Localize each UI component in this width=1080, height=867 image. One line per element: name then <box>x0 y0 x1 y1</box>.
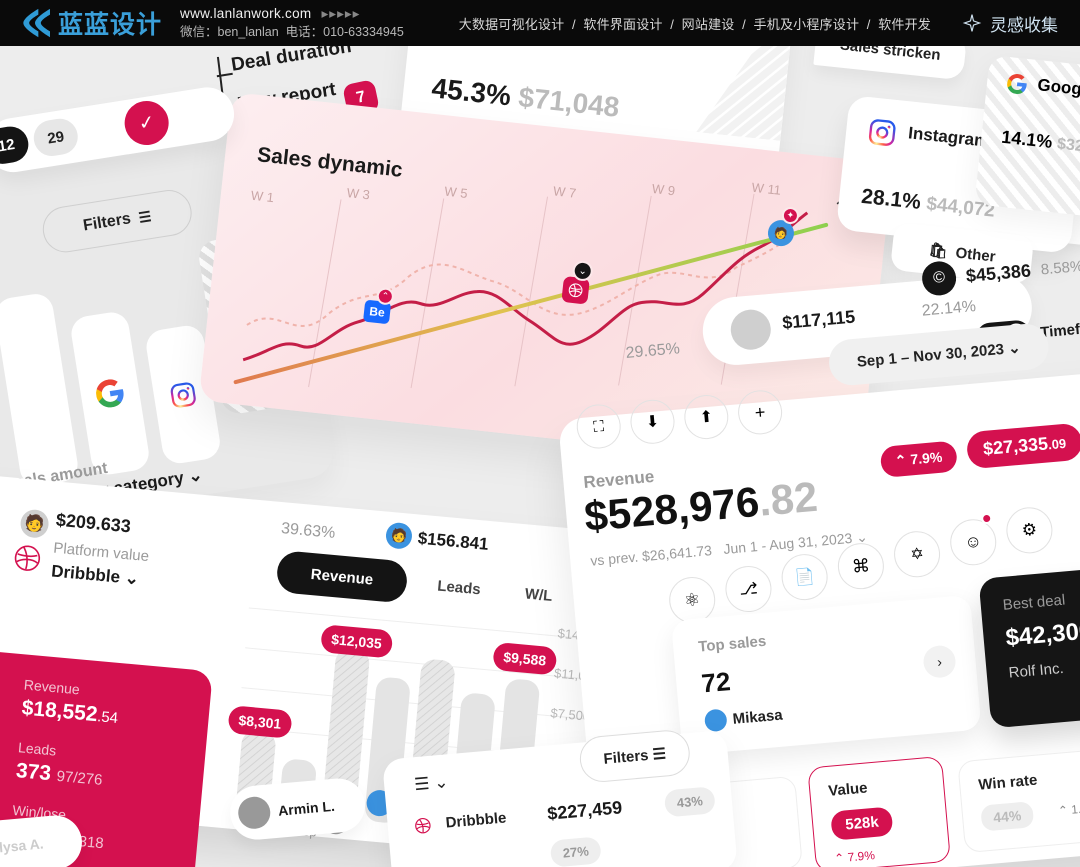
svg-text:W 1: W 1 <box>250 188 275 205</box>
svg-text:W 11: W 11 <box>751 180 782 198</box>
svg-text:W 3: W 3 <box>346 185 371 202</box>
svg-text:W 7: W 7 <box>552 183 577 200</box>
svg-text:W 9: W 9 <box>651 181 676 198</box>
svg-text:W 5: W 5 <box>444 184 469 201</box>
